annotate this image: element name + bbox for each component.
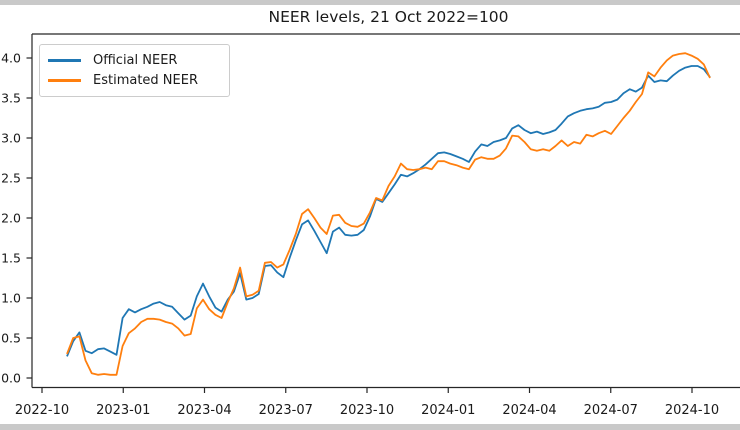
y-tick-label: 0.5 — [1, 331, 21, 346]
legend: Official NEER Estimated NEER — [39, 44, 230, 97]
y-tick-label: 0.0 — [1, 371, 21, 386]
y-tick-label: 1.5 — [1, 251, 21, 266]
y-tick-label: 3.5 — [1, 91, 21, 106]
estimated-neer-line-swatch — [48, 78, 81, 82]
x-tick-label: 2022-10 — [15, 403, 69, 418]
screenshot-top-border — [0, 0, 740, 5]
official-neer-line-swatch — [48, 59, 81, 63]
legend-entry-official-neer: Official NEER — [48, 53, 219, 68]
x-tick-label: 2023-04 — [177, 403, 231, 418]
chart-title: NEER levels, 21 Oct 2022=100 — [268, 8, 509, 26]
estimated-neer-line — [66, 52, 711, 376]
legend-entry-estimated-neer: Estimated NEER — [48, 73, 219, 88]
y-tick-label: 3.0 — [1, 131, 21, 146]
y-tick-label: 1.0 — [1, 291, 21, 306]
x-tick-label: 2024-07 — [584, 403, 638, 418]
x-tick-label: 2024-01 — [421, 403, 475, 418]
x-tick-label: 2023-07 — [259, 403, 313, 418]
x-tick-label: 2023-10 — [340, 403, 394, 418]
screenshot-bottom-border — [0, 424, 740, 430]
y-tick-label: 2.5 — [1, 171, 21, 186]
legend-label-estimated-neer: Estimated NEER — [93, 72, 198, 88]
y-tick-label: 2.0 — [1, 211, 21, 226]
x-tick-label: 2024-10 — [665, 403, 719, 418]
axes-spines — [31, 33, 740, 389]
x-tick-label: 2024-04 — [502, 403, 556, 418]
x-tick-label: 2023-01 — [96, 403, 150, 418]
official-neer-line — [66, 65, 711, 357]
y-tick-label: 4.0 — [1, 51, 21, 66]
legend-label-official-neer: Official NEER — [93, 53, 178, 69]
